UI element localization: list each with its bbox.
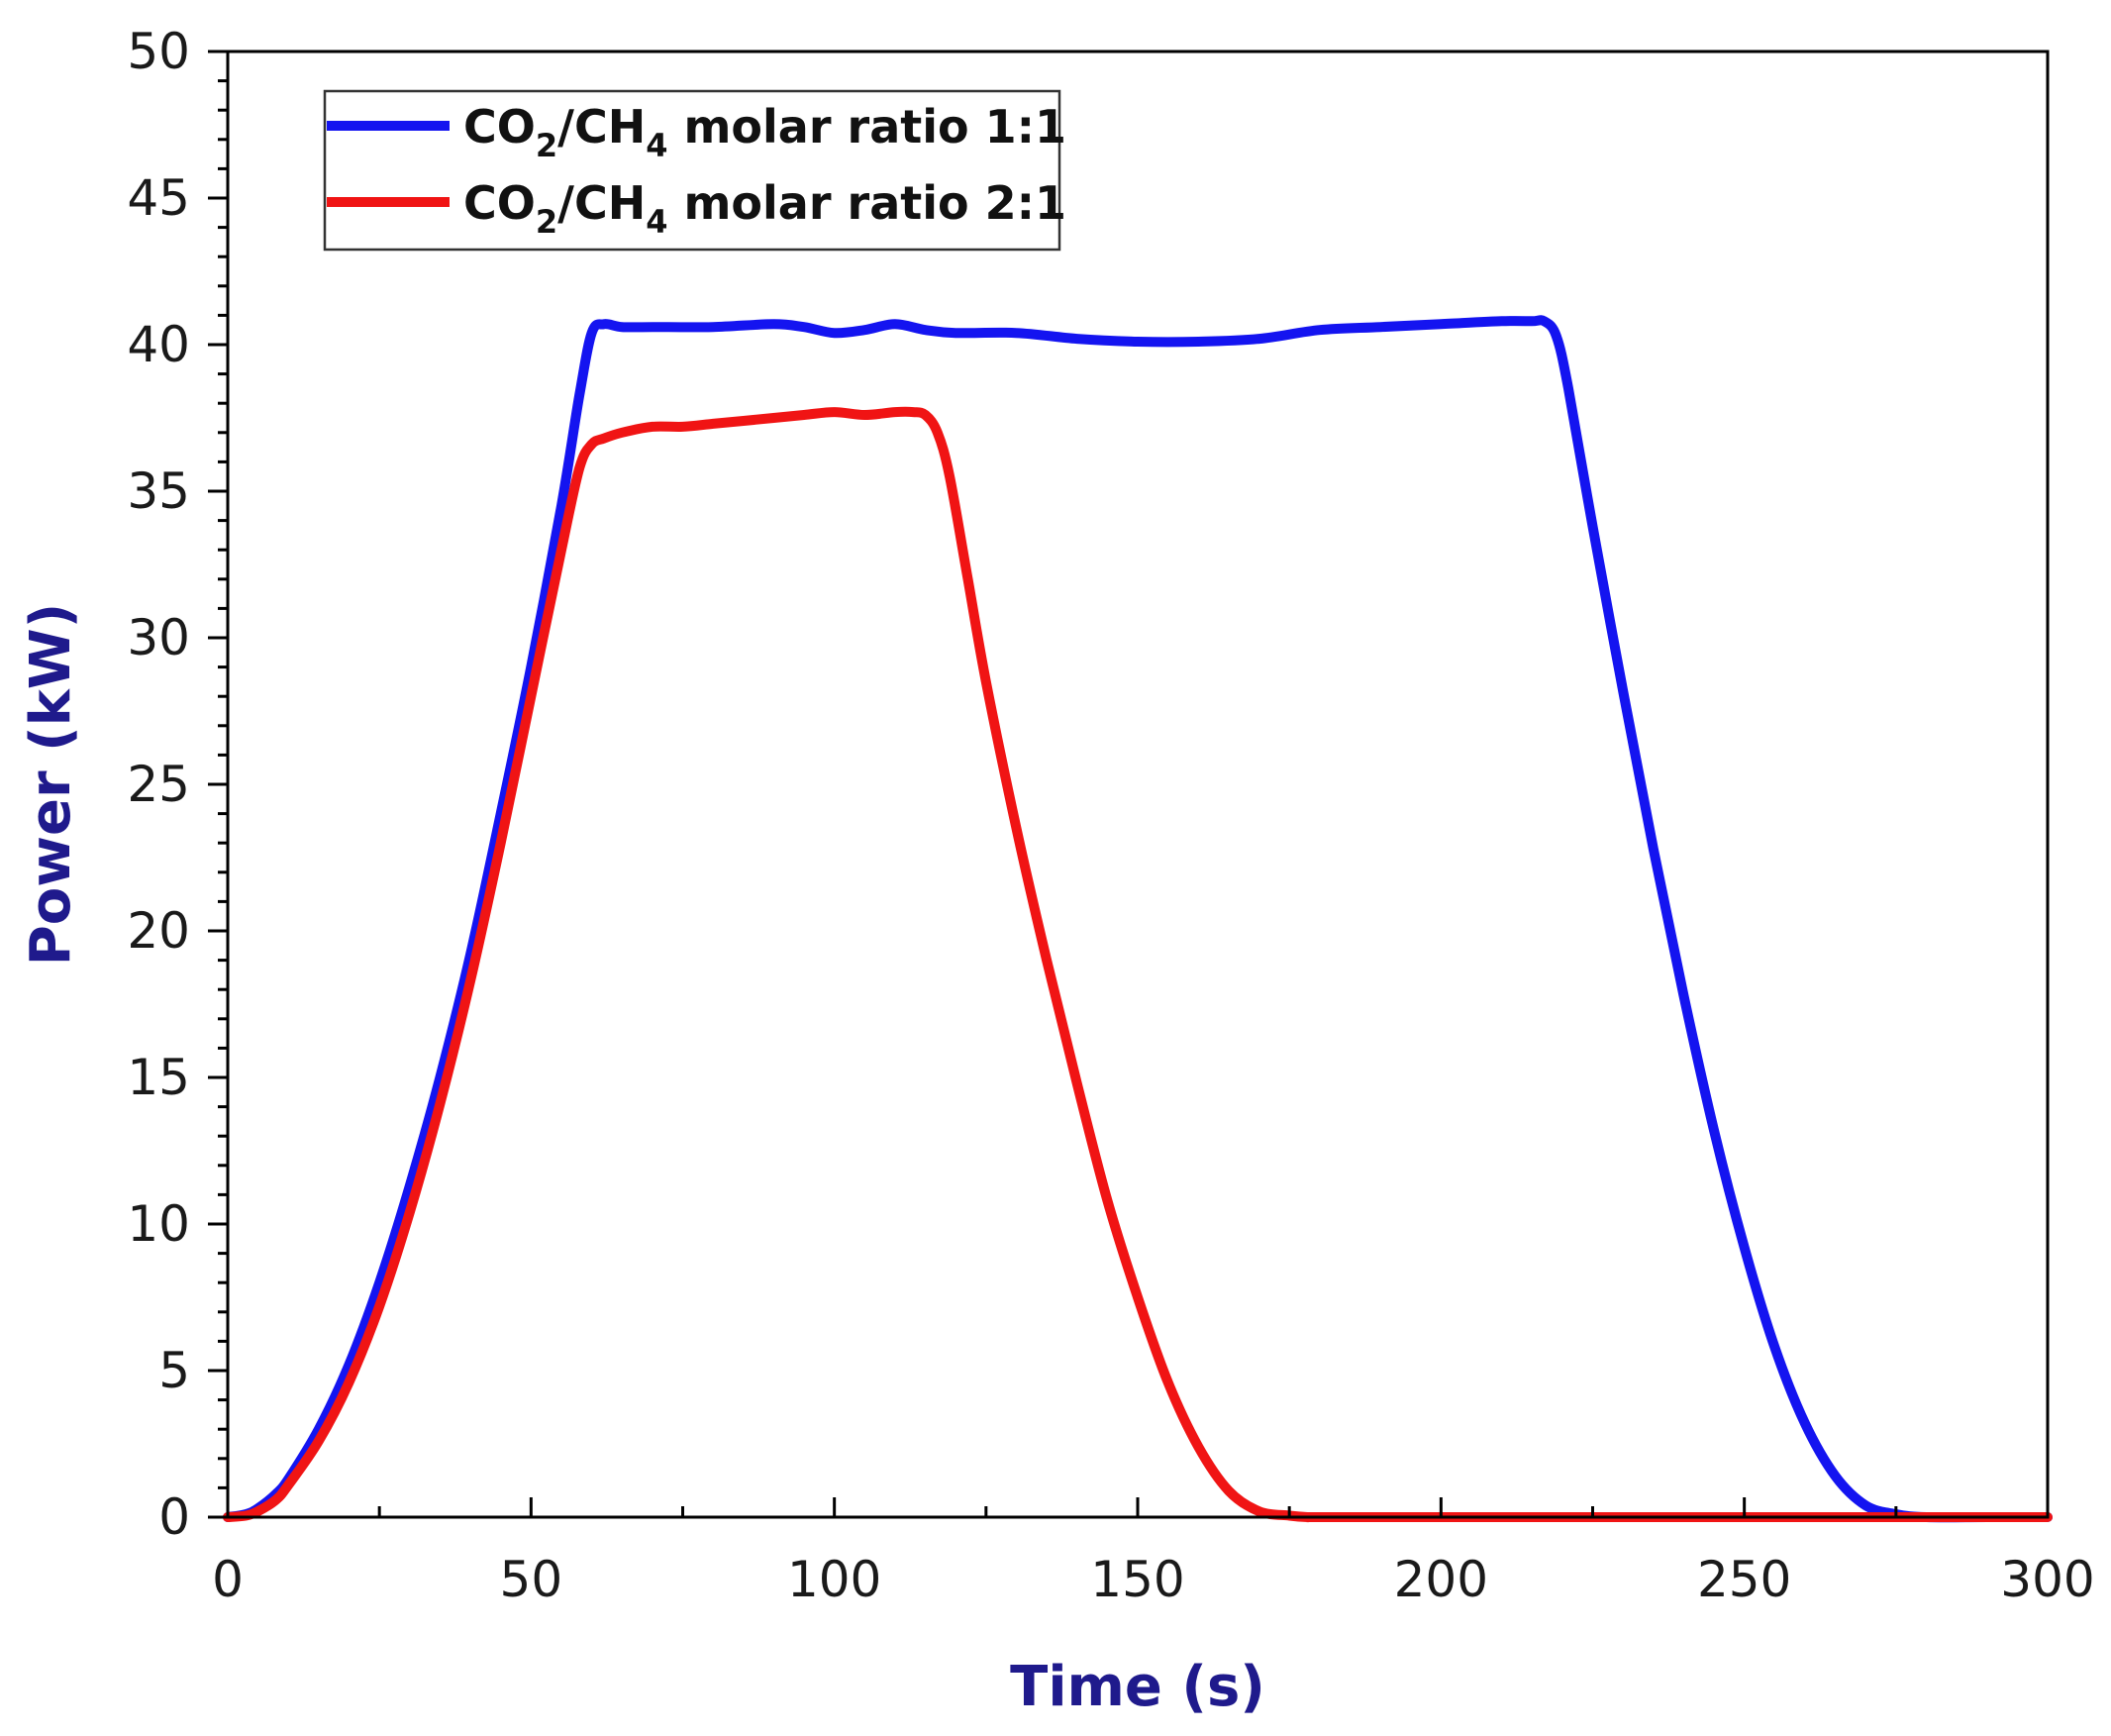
- x-tick-label: 300: [2000, 1551, 2094, 1608]
- y-tick-label: 20: [127, 902, 190, 960]
- x-axis-title: Time (s): [1010, 1655, 1265, 1719]
- y-tick-label: 35: [127, 462, 190, 520]
- x-tick-label: 100: [787, 1551, 881, 1608]
- legend-label-1: CO2/CH4 molar ratio 1:1: [463, 100, 1066, 164]
- legend: CO2/CH4 molar ratio 1:1 CO2/CH4 molar ra…: [323, 89, 1066, 252]
- y-tick-label: 5: [158, 1342, 190, 1399]
- x-tick-label: 250: [1697, 1551, 1791, 1608]
- series-line-1: [223, 315, 2053, 1523]
- x-tick-label: 200: [1394, 1551, 1488, 1608]
- y-tick-label: 15: [127, 1049, 190, 1106]
- series-line-2: [223, 406, 2053, 1523]
- plot-lines: [223, 315, 2053, 1523]
- plot-frame: [226, 50, 2050, 1519]
- y-tick-label: 30: [127, 609, 190, 666]
- legend-label-2: CO2/CH4 molar ratio 2:1: [463, 176, 1066, 241]
- y-tick-label: 0: [158, 1488, 190, 1546]
- y-tick-label: 40: [127, 316, 190, 373]
- y-axis-title: Power (kW): [19, 603, 83, 967]
- x-tick-label: 150: [1090, 1551, 1184, 1608]
- y-tick-label: 45: [127, 169, 190, 227]
- y-tick-label: 10: [127, 1195, 190, 1253]
- legend-box: [323, 89, 1061, 252]
- axis-ticks: 0 50 100 150 200 250 300 0 5 10 15 20 25 30 35 40 45 50: [127, 23, 2094, 1608]
- y-tick-label: 50: [127, 23, 190, 80]
- x-tick-label: 50: [500, 1551, 563, 1608]
- y-tick-label: 25: [127, 756, 190, 813]
- x-tick-label: 0: [212, 1551, 244, 1608]
